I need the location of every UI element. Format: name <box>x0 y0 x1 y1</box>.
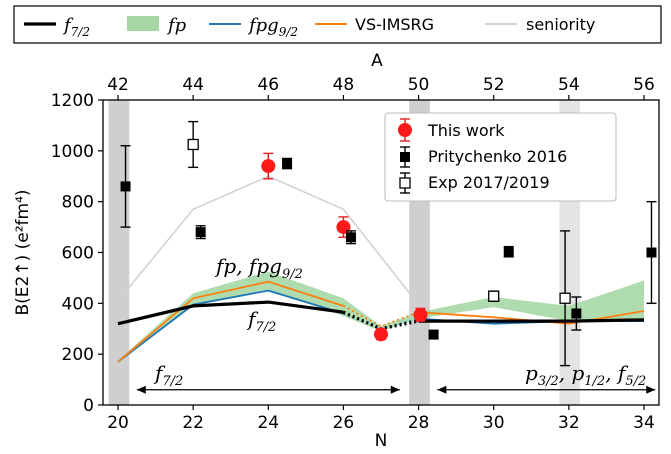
inner-legend-this-work-marker <box>398 123 412 137</box>
x-tick-label-6: 32 <box>558 413 580 433</box>
top-legend: f7/2 fp fpg9/2 VS-IMSRG seniority <box>13 5 662 44</box>
exp2017-point-2 <box>559 292 571 304</box>
inner-legend-pritychenko-label: Pritychenko 2016 <box>428 147 567 166</box>
legend-entry-seniority: seniority <box>485 15 595 34</box>
series-line-vsimsrg-left <box>117 280 344 363</box>
pritychenko-point-7 <box>646 247 657 258</box>
series-line-f72-right <box>418 318 645 323</box>
this-work-point-2 <box>374 327 388 342</box>
pritychenko-point-4 <box>428 329 439 340</box>
exp2017-point-1 <box>488 290 500 302</box>
inner-legend: This work Pritychenko 2016 Exp 2017/2019 <box>384 112 617 202</box>
x-tick-label-7: 34 <box>633 413 655 433</box>
y-axis-title: B(E2↑) (e²fm⁴) <box>13 189 33 315</box>
this-work-point-3 <box>413 307 428 322</box>
pritychenko-point-5 <box>503 246 514 257</box>
pritychenko-point-6 <box>571 308 582 319</box>
x-tick-label-1: 22 <box>182 413 204 433</box>
top-tick-label-1: 44 <box>182 75 204 95</box>
inner-legend-exp-label: Exp 2017/2019 <box>428 173 550 192</box>
annotation-pf-range-part-4: , f <box>605 361 629 385</box>
y-tick-label-2: 400 <box>62 294 94 314</box>
x-tick-label-0: 20 <box>107 413 129 433</box>
inner-legend-frame <box>384 112 617 202</box>
y-tick-label-1: 200 <box>62 345 94 365</box>
series-line-fpg92-left <box>117 289 344 363</box>
annotation-fp-fpg92-part-1: 9/2 <box>282 267 303 282</box>
x-tick-label-2: 24 <box>257 413 279 433</box>
top-tick-label-4: 50 <box>408 75 430 95</box>
legend-label-f72-sub: 7/2 <box>71 25 90 39</box>
series-line-f72-left <box>117 300 344 326</box>
annotation-pf-range-part-2: , p <box>559 361 585 385</box>
top-tick-label-2: 46 <box>257 75 279 95</box>
pritychenko-point-3 <box>345 232 356 243</box>
legend-entry-fp: fp <box>127 15 187 36</box>
x-tick-label-5: 30 <box>483 413 505 433</box>
plot-area: fp, fpg9/2 f7/2 f7/2 p3/2, p1/2, f5/2 20 22 24… <box>13 75 660 451</box>
annotation-f72-range: f7/2 <box>153 361 183 389</box>
annotation-pf-range: p3/2, p1/2, f5/2 <box>525 361 646 389</box>
annotation-f72-curve: f7/2 <box>246 307 276 335</box>
top-tick-label-3: 48 <box>333 75 355 95</box>
legend-entry-vsimsrg: VS-IMSRG <box>315 15 434 34</box>
annotation-pf-range-part-5: 5/2 <box>625 374 646 389</box>
this-work-point-0 <box>261 159 276 174</box>
legend-label-seniority: seniority <box>526 15 595 34</box>
inner-legend-exp-marker <box>399 177 411 189</box>
annotation-fp-fpg92: fp, fpg9/2 <box>214 254 303 282</box>
x-axis-title: N <box>375 431 388 451</box>
annotation-pf-range-part-1: 3/2 <box>538 374 559 389</box>
pritychenko-point-0 <box>120 181 131 192</box>
top-tick-label-7: 56 <box>633 75 655 95</box>
annotation-fp-fpg92-part-0: fp, fpg <box>214 254 282 278</box>
legend-swatch-fp <box>127 16 159 31</box>
this-work-point-1 <box>336 220 351 235</box>
top-tick-label-5: 52 <box>483 75 505 95</box>
x-tick-label-3: 26 <box>333 413 355 433</box>
top-tick-label-6: 54 <box>558 75 580 95</box>
annotation-pf-range-part-3: 1/2 <box>584 374 605 389</box>
annotation-f72-curve-part-1: 7/2 <box>255 320 276 335</box>
legend-label-fp: fp <box>166 15 187 36</box>
pritychenko-point-1 <box>195 227 206 238</box>
range-arrow-0-head-right <box>390 385 400 394</box>
legend-label-fpg92-sub: 9/2 <box>279 25 298 39</box>
inner-legend-this-work-label: This work <box>427 121 505 140</box>
y-tick-label-5: 1000 <box>51 142 94 162</box>
y-tick-label-6: 1200 <box>51 91 94 111</box>
shaded-region-0 <box>108 100 130 405</box>
pritychenko-point-2 <box>282 158 293 169</box>
y-tick-label-4: 800 <box>62 193 94 213</box>
range-arrow-1-head-right <box>646 385 656 394</box>
exp2017-point-0 <box>187 138 199 151</box>
top-axis-title: A <box>371 51 383 71</box>
y-tick-label-3: 600 <box>62 244 94 264</box>
annotation-pf-range-part-0: p <box>525 361 538 385</box>
annotation-f72-range-part-1: 7/2 <box>162 374 183 389</box>
range-arrow-1-head-left <box>437 385 447 394</box>
x-tick-label-4: 28 <box>408 413 430 433</box>
legend-label-vsimsrg: VS-IMSRG <box>355 15 434 34</box>
y-tick-label-0: 0 <box>83 396 94 416</box>
top-tick-label-0: 42 <box>107 75 129 95</box>
inner-legend-pritychenko-marker <box>400 152 410 162</box>
range-arrow-0-head-left <box>136 385 146 394</box>
